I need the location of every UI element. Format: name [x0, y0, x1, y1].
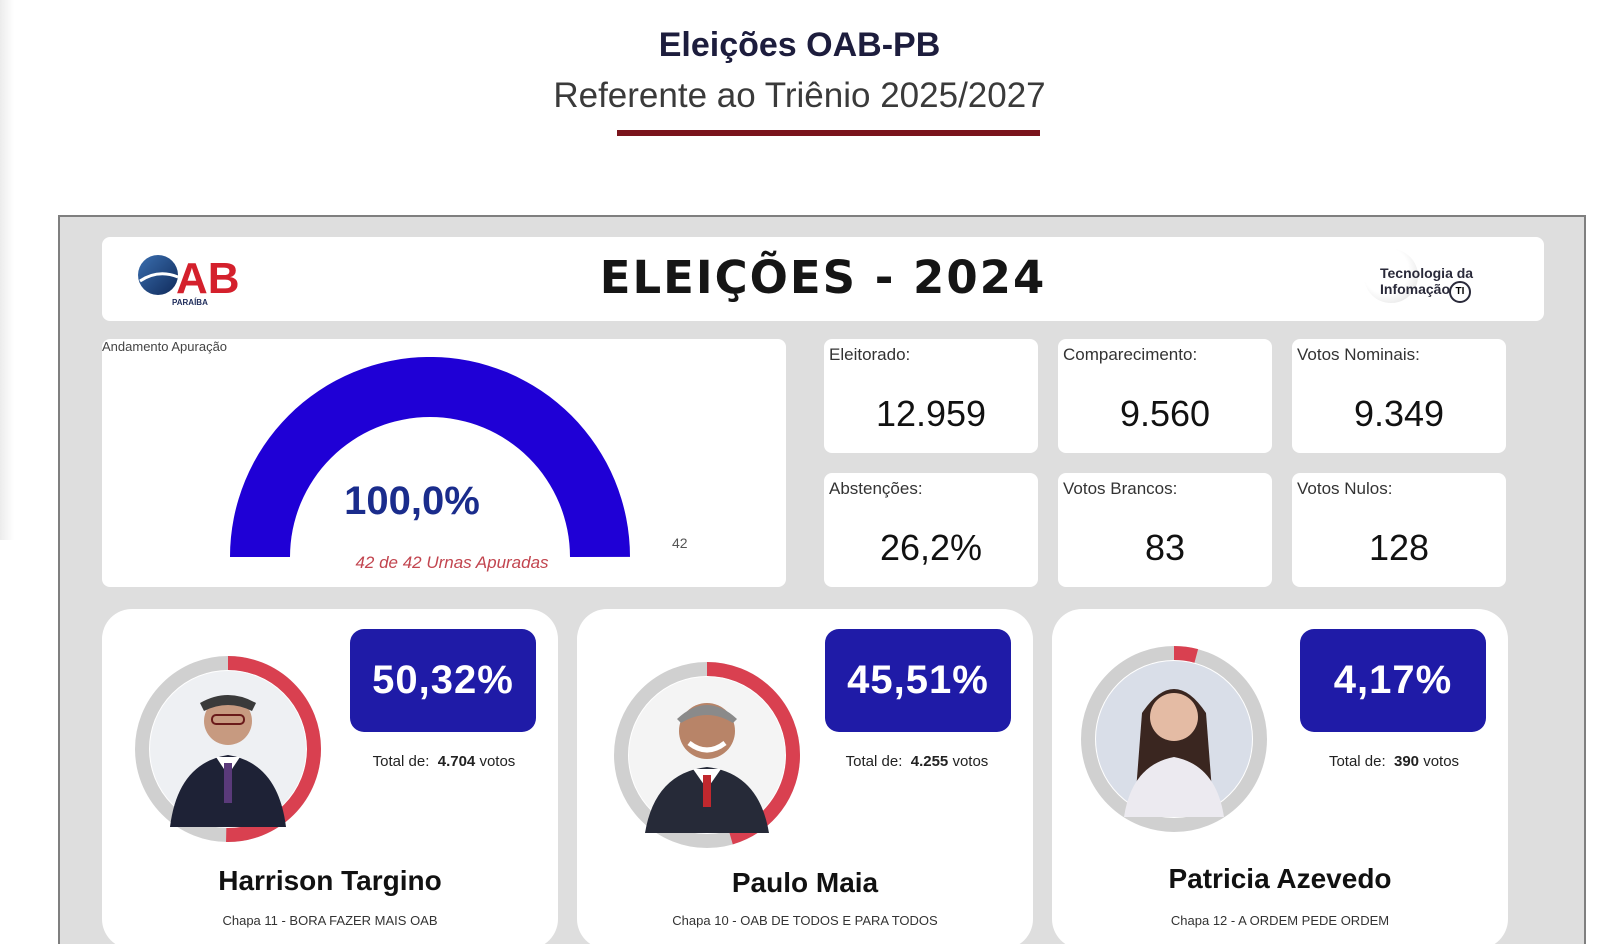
votes-count: 390 — [1394, 753, 1420, 770]
candidate-votes: Total de: 4.704 votos — [334, 753, 554, 770]
stat-label: Eleitorado: — [829, 345, 911, 364]
election-dashboard: AB PARAÍBA ELEIÇÕES - 2024 Tecnologia da… — [58, 215, 1586, 944]
candidate-votes: Total de: 4.255 votos — [807, 753, 1027, 770]
stat-card-votos-brancos: Votos Brancos: 83 — [1058, 473, 1272, 587]
candidate-chapa: Chapa 11 - BORA FAZER MAIS OAB — [222, 913, 438, 928]
left-edge-shadow — [0, 0, 14, 540]
candidate-percent: 45,51% — [825, 629, 1011, 732]
ti-logo-badge: TI — [1449, 281, 1471, 303]
title-underline — [617, 130, 1040, 136]
stat-label: Votos Nominais: — [1297, 345, 1420, 364]
candidate-card: 4,17% Total de: 390 votos Patricia Azeve… — [1052, 609, 1508, 944]
candidate-avatar — [135, 656, 321, 842]
share-ring — [614, 662, 800, 848]
gauge-max-label: 42 — [672, 535, 688, 551]
stat-card-comparecimento: Comparecimento: 9.560 — [1058, 339, 1272, 453]
candidate-chapa: Chapa 10 - OAB DE TODOS E PARA TODOS — [672, 913, 938, 928]
stat-value: 26,2% — [879, 527, 983, 568]
page-subtitle: Referente ao Triênio 2025/2027 — [553, 76, 1046, 115]
stat-value: 12.959 — [875, 393, 987, 434]
candidate-name: Paulo Maia — [731, 867, 879, 898]
dashboard-title: ELEIÇÕES - 2024 — [599, 251, 1047, 304]
candidate-percent: 50,32% — [350, 629, 536, 732]
ti-logo-text: Tecnologia da Infomação — [1380, 265, 1474, 297]
gauge-label: Andamento Apuração — [102, 339, 228, 354]
votes-suffix: votos — [479, 753, 516, 770]
votes-suffix: votos — [952, 753, 989, 770]
votes-prefix: Total de: — [1328, 753, 1386, 770]
candidate-chapa: Chapa 12 - A ORDEM PEDE ORDEM — [1170, 913, 1390, 928]
gauge-fill — [230, 357, 630, 557]
candidate-card: 45,51% Total de: 4.255 votos Paulo Maia … — [577, 609, 1033, 944]
votes-count: 4.255 — [910, 753, 949, 770]
candidate-avatar — [1081, 646, 1267, 832]
candidate-percent: 4,17% — [1300, 629, 1486, 732]
stat-label: Comparecimento: — [1063, 345, 1198, 364]
candidate-name: Patricia Azevedo — [1168, 863, 1392, 894]
oab-logo-subtext: PARAÍBA — [172, 298, 208, 307]
oab-logo: AB PARAÍBA — [138, 254, 240, 307]
candidate-votes: Total de: 390 votos — [1284, 753, 1504, 770]
stat-value: 83 — [1144, 527, 1186, 568]
candidate-name: Harrison Targino — [218, 865, 442, 896]
stat-value: 128 — [1368, 527, 1430, 568]
progress-gauge — [230, 357, 630, 557]
stat-label: Votos Brancos: — [1063, 479, 1178, 498]
candidate-card: 50,32% Total de: 4.704 votos Harrison Ta… — [102, 609, 558, 944]
stat-card-votos-nominais: Votos Nominais: 9.349 — [1292, 339, 1506, 453]
votes-count: 4.704 — [437, 753, 476, 770]
share-ring — [1081, 646, 1267, 832]
stat-label: Abstenções: — [829, 479, 923, 498]
share-ring — [135, 656, 321, 842]
candidate-avatar — [614, 662, 800, 848]
page-title: Eleições OAB-PB — [658, 26, 941, 64]
votes-prefix: Total de: — [372, 753, 430, 770]
gauge-value: 100,0% — [344, 479, 480, 523]
stat-card-votos-nulos: Votos Nulos: 128 — [1292, 473, 1506, 587]
gauge-caption: 42 de 42 Urnas Apuradas — [355, 553, 549, 572]
stat-label: Votos Nulos: — [1297, 479, 1393, 498]
stat-card-abstencoes: Abstenções: 26,2% — [824, 473, 1038, 587]
progress-gauge-panel: Andamento Apuração 100,0% 42 de 42 Urnas… — [102, 339, 786, 587]
votes-prefix: Total de: — [845, 753, 903, 770]
dashboard-header: AB PARAÍBA ELEIÇÕES - 2024 Tecnologia da… — [102, 237, 1544, 321]
stat-card-eleitorado: Eleitorado: 12.959 — [824, 339, 1038, 453]
ti-logo: Tecnologia da Infomação TI — [1364, 249, 1494, 309]
ti-logo-circle — [1364, 249, 1418, 303]
stat-value: 9.349 — [1353, 393, 1445, 434]
stat-value: 9.560 — [1119, 393, 1211, 434]
svg-text:AB: AB — [176, 254, 240, 303]
votes-suffix: votos — [1423, 753, 1460, 770]
